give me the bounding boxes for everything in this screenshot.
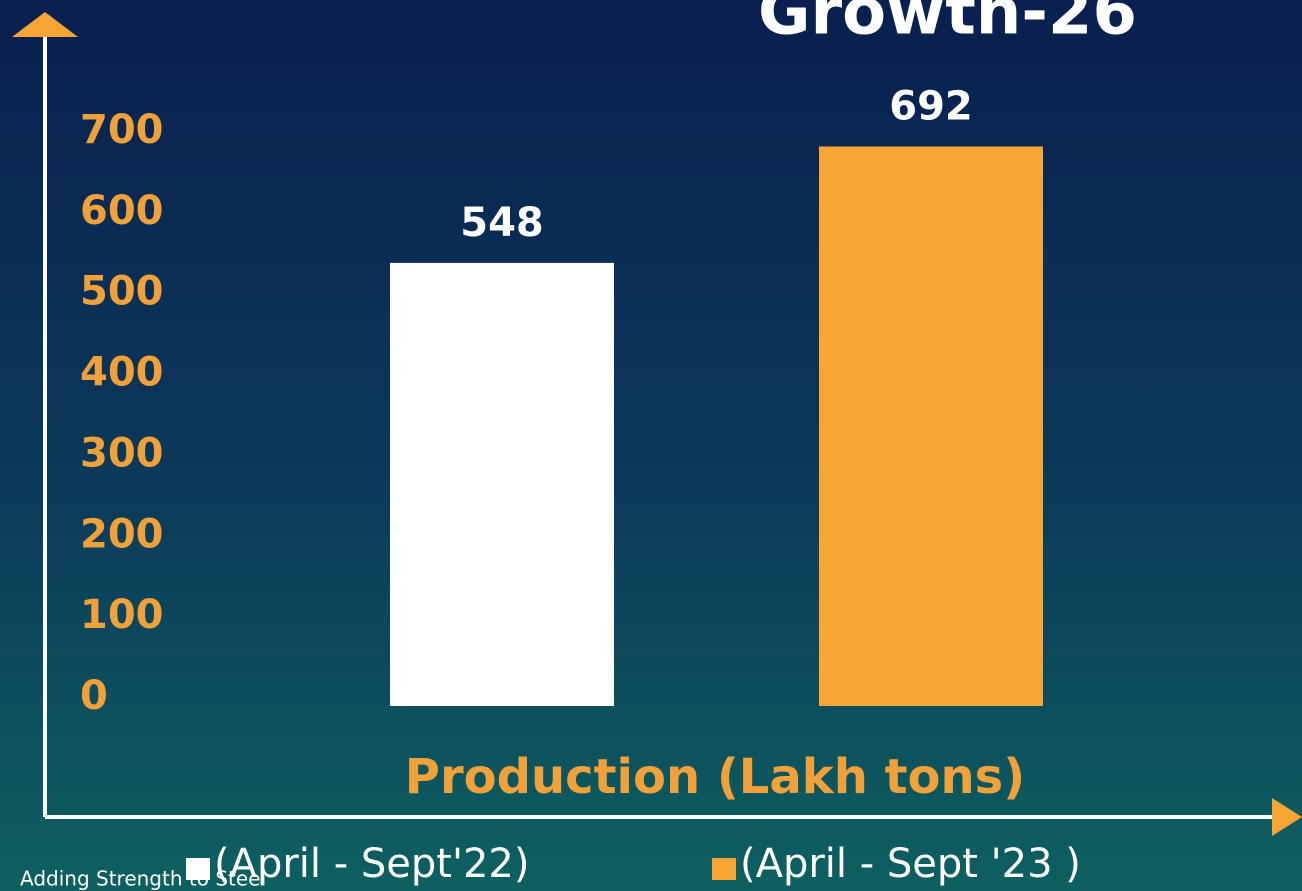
y-tick-label: 700 bbox=[80, 107, 164, 153]
legend-swatch bbox=[186, 858, 210, 880]
chart-title: Growth-26 bbox=[758, 0, 1137, 50]
x-axis-arrow bbox=[1272, 798, 1302, 836]
y-tick-label: 200 bbox=[80, 511, 164, 557]
y-axis-arrow bbox=[12, 12, 78, 37]
bar bbox=[390, 262, 614, 706]
y-tick-label: 100 bbox=[80, 592, 164, 638]
bar bbox=[819, 146, 1043, 706]
y-tick-label: 0 bbox=[80, 673, 108, 719]
legend-swatch bbox=[712, 858, 736, 880]
legend-label: (April - Sept'22) bbox=[214, 841, 529, 887]
y-tick-label: 600 bbox=[80, 188, 164, 234]
footer-text: Adding Strength to Steel bbox=[20, 867, 266, 891]
value-label: 548 bbox=[460, 200, 544, 246]
y-tick-label: 400 bbox=[80, 350, 164, 396]
y-tick-label: 300 bbox=[80, 430, 164, 476]
value-label: 692 bbox=[889, 83, 973, 129]
legend-label: (April - Sept '23 ) bbox=[740, 841, 1081, 887]
x-axis-label: Production (Lakh tons) bbox=[405, 749, 1025, 805]
y-tick-label: 500 bbox=[80, 269, 164, 315]
